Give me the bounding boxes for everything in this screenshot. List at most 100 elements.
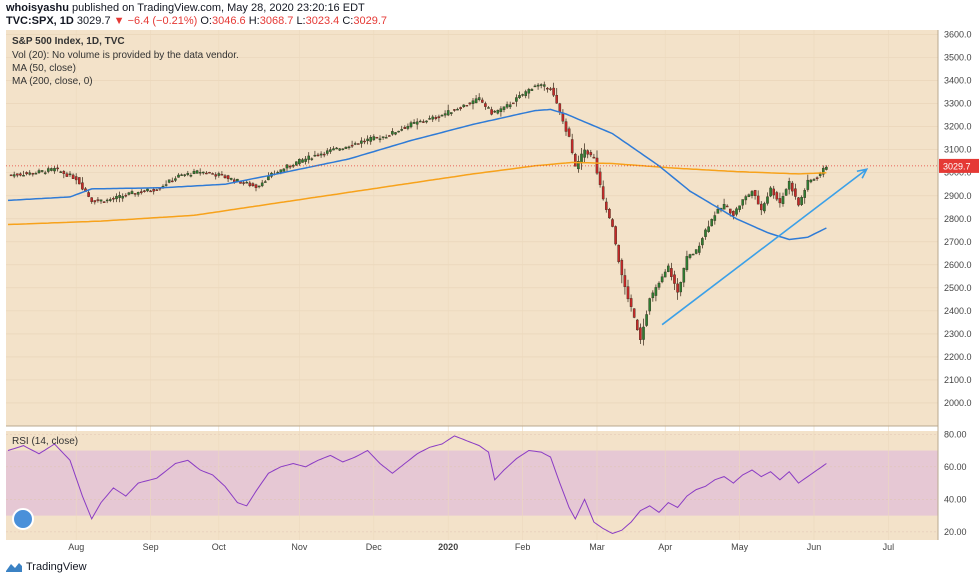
candle-body <box>208 172 211 174</box>
time-tick-label: Aug <box>68 542 84 552</box>
candle-body <box>812 179 816 181</box>
candle-body <box>586 150 589 155</box>
rsi-tick-label: 40.00 <box>944 494 967 504</box>
candle-body <box>22 175 25 177</box>
candle-body <box>815 177 819 180</box>
candle-body <box>198 172 202 174</box>
candle-body <box>769 187 772 197</box>
candle-body <box>133 193 137 195</box>
candle-body <box>201 171 205 174</box>
candle-body <box>558 103 562 113</box>
candle-body <box>264 181 267 183</box>
symbol-label[interactable]: TVC:SPX, 1D <box>6 15 74 27</box>
candle-body <box>108 199 112 201</box>
candle-body <box>642 326 645 340</box>
candle-body <box>620 259 624 276</box>
candle-body <box>118 194 121 198</box>
candle-body <box>223 175 227 179</box>
candle-body <box>316 154 320 157</box>
price-chart[interactable]: 3600.03500.03400.03300.03200.03100.03000… <box>0 28 980 558</box>
candle-body <box>732 210 735 216</box>
last-price: 3029.7 <box>76 15 111 27</box>
candle-body <box>267 175 270 181</box>
trend-line <box>661 168 868 326</box>
price-tick-label: 2200.0 <box>944 352 972 362</box>
open-label: O: <box>200 15 212 27</box>
time-axis[interactable]: Aug Sep Oct Nov Dec 2020 Feb Mar Apr May Jun Jul <box>68 542 894 552</box>
candle-body <box>822 167 825 175</box>
candle-body <box>28 172 32 175</box>
price-tick-label: 3600.0 <box>944 30 972 40</box>
candle-body <box>167 179 171 183</box>
price-tick-label: 2900.0 <box>944 191 972 201</box>
tradingview-watermark-icon <box>12 508 34 530</box>
candle-body <box>121 196 124 199</box>
candle-body <box>431 116 435 120</box>
candle-body <box>242 182 245 184</box>
candle-body <box>589 152 593 156</box>
candle-body <box>651 292 655 299</box>
candle-body <box>629 298 633 307</box>
candle-body <box>12 174 16 177</box>
candle-body <box>465 105 469 107</box>
price-tick-label: 3200.0 <box>944 122 972 132</box>
candle-body <box>350 144 354 147</box>
author-name[interactable]: whoisyashu <box>6 2 69 14</box>
time-tick-label: Sep <box>143 542 159 552</box>
candle-body <box>660 276 664 283</box>
rsi-axis[interactable]: 80.00 60.00 40.00 20.00 <box>944 429 967 537</box>
candle-body <box>19 173 22 176</box>
candle-body <box>496 109 500 114</box>
legend-ma50: MA (50, close) <box>12 63 76 74</box>
candle-body <box>481 99 484 103</box>
candle-body <box>357 143 360 145</box>
trend-arrow[interactable] <box>661 168 869 326</box>
candle-body <box>797 197 800 206</box>
candle-body <box>440 114 444 117</box>
candle-body <box>605 201 608 210</box>
last-price-tag <box>939 158 979 173</box>
candle-body <box>214 174 218 177</box>
candle-body <box>555 95 558 104</box>
candle-body <box>670 268 673 277</box>
candle-body <box>694 249 698 254</box>
time-tick-label: Oct <box>212 542 227 552</box>
candle-body <box>614 226 617 245</box>
candle-body <box>112 197 115 200</box>
publish-line: whoisyashu published on TradingView.com,… <box>6 2 365 14</box>
ma50-line <box>7 108 827 241</box>
candle-body <box>329 149 332 152</box>
candle-body <box>217 173 221 176</box>
candle-body <box>87 192 90 197</box>
candle-body <box>74 176 78 181</box>
footer-brand[interactable]: TradingView <box>26 561 87 573</box>
candle-body <box>130 191 134 195</box>
candle-body <box>288 165 292 168</box>
candle-body <box>47 168 50 172</box>
candle-body <box>800 197 803 205</box>
candle-body <box>369 137 373 142</box>
price-tick-label: 2700.0 <box>944 237 972 247</box>
candle-body <box>521 94 524 96</box>
candle-body <box>65 173 69 177</box>
candle-body <box>81 182 84 190</box>
candle-body <box>608 209 611 219</box>
candle-body <box>415 121 419 125</box>
price-tick-label: 3400.0 <box>944 76 972 86</box>
legend-ma200: MA (200, close, 0) <box>12 76 93 87</box>
candle-body <box>654 287 658 296</box>
candle-body <box>403 126 407 129</box>
candle-body <box>304 158 307 162</box>
candle-body <box>68 173 72 176</box>
candle-body <box>787 181 791 190</box>
candle-body <box>691 253 695 256</box>
candle-body <box>90 197 93 202</box>
price-axis[interactable]: 3600.03500.03400.03300.03200.03100.03000… <box>939 30 979 408</box>
candle-body <box>254 184 258 188</box>
price-tick-label: 2000.0 <box>944 398 972 408</box>
candle-body <box>512 102 515 105</box>
candle-body <box>105 199 109 202</box>
candle-body <box>803 190 806 198</box>
price-tick-label: 3300.0 <box>944 99 972 109</box>
candle-body <box>282 168 286 172</box>
